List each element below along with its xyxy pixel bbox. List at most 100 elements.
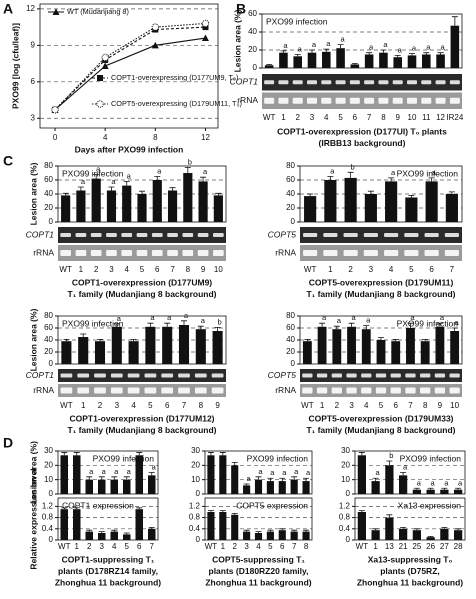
y-tick-label: 0 bbox=[291, 359, 296, 368]
y-tick-label: 20 bbox=[44, 203, 53, 212]
plot-frame bbox=[57, 315, 227, 365]
gel-band bbox=[361, 373, 372, 378]
x-tick-label: 3 bbox=[310, 113, 315, 122]
gel-band bbox=[361, 387, 372, 394]
bar bbox=[435, 326, 445, 364]
error-bar bbox=[113, 323, 120, 327]
gel-band bbox=[90, 250, 102, 256]
x-tick-label: 8 bbox=[423, 401, 428, 410]
gel-band bbox=[434, 373, 446, 378]
significance-letter: a bbox=[403, 462, 408, 471]
error-bar bbox=[169, 187, 176, 191]
gel-band bbox=[375, 373, 387, 378]
error-bar bbox=[136, 507, 143, 510]
x-tick-label: 26 bbox=[426, 542, 435, 551]
x-tick-label: 3 bbox=[369, 265, 374, 274]
significance-letter: a bbox=[117, 314, 122, 323]
error-bar bbox=[319, 322, 326, 327]
x-tick-label: 10 bbox=[214, 265, 223, 274]
gel-band bbox=[364, 80, 375, 85]
bar bbox=[85, 531, 93, 540]
x-tick-label: 12 bbox=[436, 113, 445, 122]
plot-frame bbox=[299, 165, 463, 223]
significance-letter: a bbox=[127, 467, 132, 476]
bar bbox=[376, 340, 386, 364]
chart-title: COPT1 expression bbox=[62, 500, 134, 510]
gel-band bbox=[420, 373, 431, 378]
chart-title: COPT5 expression bbox=[236, 500, 308, 510]
gel-band bbox=[60, 250, 71, 256]
point bbox=[101, 62, 109, 69]
error-bar bbox=[86, 476, 93, 480]
gel-label: COPT1 bbox=[26, 370, 55, 380]
significance-letter: a bbox=[398, 45, 403, 54]
bar bbox=[379, 52, 388, 68]
x-axis-label: COPT1-overexpression (D177UM9) bbox=[72, 277, 212, 287]
gel-band bbox=[378, 97, 389, 104]
error-bar bbox=[62, 192, 69, 196]
significance-letter: a bbox=[258, 467, 263, 476]
x-tick-label: 4 bbox=[324, 113, 329, 122]
bar bbox=[135, 509, 143, 540]
y-tick-label: 0 bbox=[291, 217, 296, 226]
error-bar bbox=[394, 55, 401, 58]
gel-band bbox=[404, 250, 419, 256]
x-tick-label: 4 bbox=[364, 401, 369, 410]
significance-letter: a bbox=[306, 468, 311, 477]
series-line bbox=[54, 37, 206, 111]
error-bar bbox=[219, 510, 226, 512]
gel-label: COPT5 bbox=[268, 370, 297, 380]
y-tick-label: 80 bbox=[286, 161, 295, 170]
y-tick-label: 20 bbox=[286, 347, 295, 356]
gel-band bbox=[94, 373, 106, 378]
x-tick-label: 10 bbox=[408, 113, 417, 122]
gel-band bbox=[321, 80, 332, 85]
bar bbox=[290, 479, 298, 494]
legend-marker bbox=[96, 100, 104, 108]
legend-label: COPT5-overexpressing (D179UM11, T₀) bbox=[111, 99, 242, 108]
gel-band bbox=[303, 233, 318, 237]
error-bar bbox=[372, 477, 379, 482]
bar bbox=[254, 479, 263, 494]
y-axis-label: Lesion area (%) bbox=[28, 441, 38, 504]
gel-band bbox=[264, 80, 275, 85]
error-bar bbox=[307, 193, 314, 197]
x-tick-label: 1 bbox=[281, 113, 286, 122]
gel-band bbox=[364, 97, 375, 104]
bar bbox=[266, 531, 274, 540]
error-bar bbox=[291, 529, 298, 532]
y-tick-label: 30 bbox=[341, 446, 350, 455]
plot-frame bbox=[354, 497, 466, 541]
error-bar bbox=[215, 192, 222, 196]
significance-letter: a bbox=[326, 39, 331, 48]
significance-letter: a bbox=[81, 177, 86, 186]
significance-letter: a bbox=[282, 468, 287, 477]
gel-label: rRNA bbox=[275, 247, 296, 257]
x-axis-label: Zhonghua 11 background) bbox=[357, 577, 463, 587]
x-tick-label: 3 bbox=[115, 401, 120, 410]
gel-band bbox=[424, 250, 439, 256]
significance-letter: a bbox=[247, 474, 252, 483]
significance-letter: a bbox=[114, 467, 119, 476]
error-bar bbox=[427, 535, 434, 538]
error-bar bbox=[207, 510, 214, 512]
y-tick-label: 40 bbox=[44, 189, 53, 198]
error-bar bbox=[73, 452, 80, 456]
y-axis-label: PXO99 [log (cfu/leaf)] bbox=[10, 23, 20, 109]
x-tick-label: 8 bbox=[199, 401, 204, 410]
x-tick-label: 3 bbox=[349, 401, 354, 410]
point bbox=[151, 41, 159, 49]
gel-band bbox=[75, 250, 87, 256]
significance-letter: a bbox=[96, 164, 101, 173]
significance-letter: a bbox=[426, 43, 431, 52]
x-tick-label: 7 bbox=[408, 401, 413, 410]
x-tick-label: IR24 bbox=[446, 113, 463, 122]
bar bbox=[347, 326, 356, 364]
error-bar bbox=[243, 483, 250, 486]
bar bbox=[302, 481, 310, 494]
gel-band bbox=[182, 233, 194, 237]
series-line bbox=[54, 22, 206, 111]
y-tick-label: 0 bbox=[49, 359, 54, 368]
gel-band bbox=[213, 233, 224, 237]
x-axis-label: Xa13-suppressing T₀ bbox=[368, 554, 453, 564]
